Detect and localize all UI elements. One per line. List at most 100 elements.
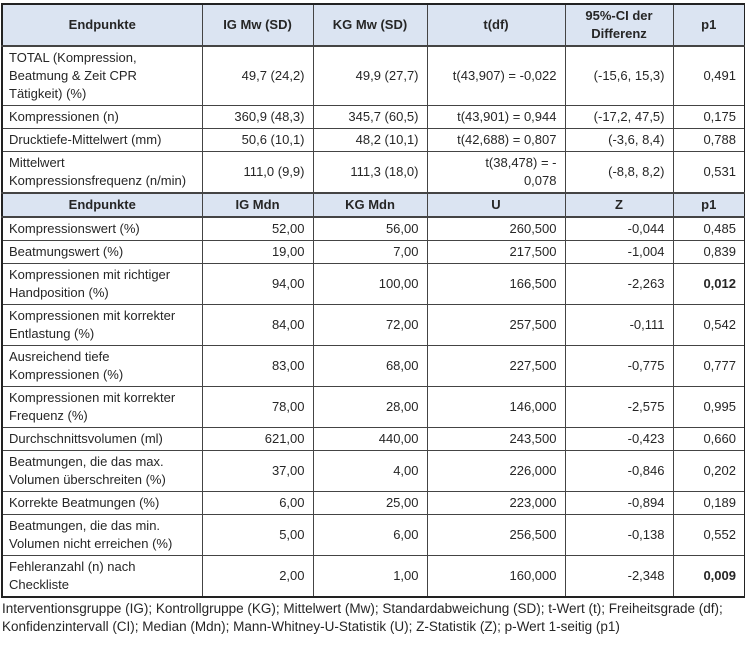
table-row-kompressionen-n: Kompressionen (n) 360,9 (48,3) 345,7 (60…: [1, 105, 745, 129]
table-row-tiefe-kompressionen: Ausreichend tiefe Kompressionen (%) 83,0…: [1, 345, 745, 387]
z-value-cell: -2,575: [564, 386, 674, 428]
kg-value-cell: 68,00: [312, 345, 428, 387]
kg-value-cell: 56,00: [312, 216, 428, 241]
kg-value-cell: 111,3 (18,0): [312, 151, 428, 194]
kg-value-cell: 48,2 (10,1): [312, 128, 428, 152]
t-value-cell: t(43,901) = 0,944: [426, 105, 566, 129]
kg-value-cell: 49,9 (27,7): [312, 45, 428, 106]
u-value-cell: 243,500: [426, 427, 566, 451]
endpoint-cell: Beatmungswert (%): [1, 240, 203, 264]
col-header-p1: p1: [672, 3, 745, 47]
col-header-endpunkte: Endpunkte: [1, 3, 203, 47]
endpoint-cell: Durchschnittsvolumen (ml): [1, 427, 203, 451]
z-value-cell: -0,111: [564, 304, 674, 346]
p-value-cell: 0,542: [672, 304, 745, 346]
endpoint-cell: TOTAL (Kompression, Beatmung & Zeit CPR …: [1, 45, 203, 106]
table-row-kompressionswert: Kompressionswert (%) 52,00 56,00 260,500…: [1, 216, 745, 241]
table-row-total: TOTAL (Kompression, Beatmung & Zeit CPR …: [1, 45, 745, 106]
u-value-cell: 223,000: [426, 491, 566, 515]
ig-value-cell: 52,00: [201, 216, 314, 241]
endpoint-cell: Kompressionen mit korrekter Frequenz (%): [1, 386, 203, 428]
t-value-cell: t(43,907) = -0,022: [426, 45, 566, 106]
u-value-cell: 146,000: [426, 386, 566, 428]
kg-value-cell: 28,00: [312, 386, 428, 428]
col-header-ig-mdn: IG Mdn: [201, 192, 314, 218]
z-value-cell: -2,263: [564, 263, 674, 305]
table-row-min-volumen: Beatmungen, die das min. Volumen nicht e…: [1, 514, 745, 556]
p-value-cell: 0,839: [672, 240, 745, 264]
u-value-cell: 260,500: [426, 216, 566, 241]
ig-value-cell: 621,00: [201, 427, 314, 451]
z-value-cell: -2,348: [564, 555, 674, 598]
u-value-cell: 256,500: [426, 514, 566, 556]
u-value-cell: 257,500: [426, 304, 566, 346]
p-value-cell: 0,995: [672, 386, 745, 428]
endpoint-cell: Korrekte Beatmungen (%): [1, 491, 203, 515]
p-value-cell-significant: 0,012: [672, 263, 745, 305]
p-value-cell: 0,175: [672, 105, 745, 129]
z-value-cell: -0,138: [564, 514, 674, 556]
ig-value-cell: 84,00: [201, 304, 314, 346]
endpoint-cell: Beatmungen, die das min. Volumen nicht e…: [1, 514, 203, 556]
t-value-cell: t(42,688) = 0,807: [426, 128, 566, 152]
ig-value-cell: 37,00: [201, 450, 314, 492]
kg-value-cell: 72,00: [312, 304, 428, 346]
kg-value-cell: 7,00: [312, 240, 428, 264]
ig-value-cell: 5,00: [201, 514, 314, 556]
t-value-cell: t(38,478) = - 0,078: [426, 151, 566, 194]
u-value-cell: 166,500: [426, 263, 566, 305]
z-value-cell: -1,004: [564, 240, 674, 264]
p-value-cell: 0,531: [672, 151, 745, 194]
p-value-cell: 0,189: [672, 491, 745, 515]
z-value-cell: -0,423: [564, 427, 674, 451]
endpoint-cell: Kompressionen (n): [1, 105, 203, 129]
kg-value-cell: 25,00: [312, 491, 428, 515]
col-header-endpunkte: Endpunkte: [1, 192, 203, 218]
utest-header-row: Endpunkte IG Mdn KG Mdn U Z p1: [1, 192, 745, 218]
cpr-results-table: Endpunkte IG Mw (SD) KG Mw (SD) t(df) 95…: [1, 3, 745, 598]
ci-value-cell: (-3,6, 8,4): [564, 128, 674, 152]
endpoint-cell: Mittelwert Kompressionsfrequenz (n/min): [1, 151, 203, 194]
p-value-cell: 0,660: [672, 427, 745, 451]
endpoint-cell: Drucktiefe-Mittelwert (mm): [1, 128, 203, 152]
p-value-cell: 0,788: [672, 128, 745, 152]
table-row-kompressionsfrequenz: Mittelwert Kompressionsfrequenz (n/min) …: [1, 151, 745, 194]
z-value-cell: -0,044: [564, 216, 674, 241]
z-value-cell: -0,775: [564, 345, 674, 387]
ig-value-cell: 94,00: [201, 263, 314, 305]
ci-value-cell: (-17,2, 47,5): [564, 105, 674, 129]
col-header-ci: 95%-CI der Differenz: [564, 3, 674, 47]
ci-value-cell: (-8,8, 8,2): [564, 151, 674, 194]
abbreviations-footnote: Interventionsgruppe (IG); Kontrollgruppe…: [2, 601, 723, 634]
kg-value-cell: 440,00: [312, 427, 428, 451]
endpoint-cell: Ausreichend tiefe Kompressionen (%): [1, 345, 203, 387]
col-header-t-df: t(df): [426, 3, 566, 47]
ig-value-cell: 83,00: [201, 345, 314, 387]
u-value-cell: 226,000: [426, 450, 566, 492]
col-header-ig-mw-sd: IG Mw (SD): [201, 3, 314, 47]
ig-value-cell: 6,00: [201, 491, 314, 515]
p-value-cell: 0,777: [672, 345, 745, 387]
p-value-cell: 0,491: [672, 45, 745, 106]
col-header-z: Z: [564, 192, 674, 218]
ig-value-cell: 2,00: [201, 555, 314, 598]
table-row-max-volumen: Beatmungen, die das max. Volumen übersch…: [1, 450, 745, 492]
endpoint-cell: Kompressionen mit korrekter Entlastung (…: [1, 304, 203, 346]
col-header-kg-mw-sd: KG Mw (SD): [312, 3, 428, 47]
p-value-cell: 0,552: [672, 514, 745, 556]
kg-value-cell: 1,00: [312, 555, 428, 598]
ig-value-cell: 49,7 (24,2): [201, 45, 314, 106]
u-value-cell: 227,500: [426, 345, 566, 387]
u-value-cell: 217,500: [426, 240, 566, 264]
ig-value-cell: 111,0 (9,9): [201, 151, 314, 194]
ttest-header-row: Endpunkte IG Mw (SD) KG Mw (SD) t(df) 95…: [1, 3, 745, 47]
col-header-p1: p1: [672, 192, 745, 218]
z-value-cell: -0,894: [564, 491, 674, 515]
col-header-u: U: [426, 192, 566, 218]
table-row-entlastung: Kompressionen mit korrekter Entlastung (…: [1, 304, 745, 346]
kg-value-cell: 4,00: [312, 450, 428, 492]
table-row-durchschnittsvolumen: Durchschnittsvolumen (ml) 621,00 440,00 …: [1, 427, 745, 451]
table-row-frequenz: Kompressionen mit korrekter Frequenz (%)…: [1, 386, 745, 428]
col-header-kg-mdn: KG Mdn: [312, 192, 428, 218]
kg-value-cell: 100,00: [312, 263, 428, 305]
